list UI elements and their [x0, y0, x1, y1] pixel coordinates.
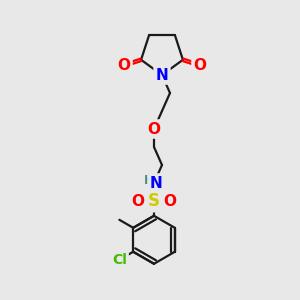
Text: H: H [144, 173, 154, 187]
Text: N: N [150, 176, 162, 190]
Text: O: O [164, 194, 176, 208]
Text: S: S [148, 192, 160, 210]
Text: N: N [156, 68, 168, 82]
Text: O: O [118, 58, 130, 73]
Text: O: O [131, 194, 145, 208]
Text: Cl: Cl [112, 253, 127, 267]
Text: O: O [194, 58, 206, 73]
Text: O: O [148, 122, 160, 136]
